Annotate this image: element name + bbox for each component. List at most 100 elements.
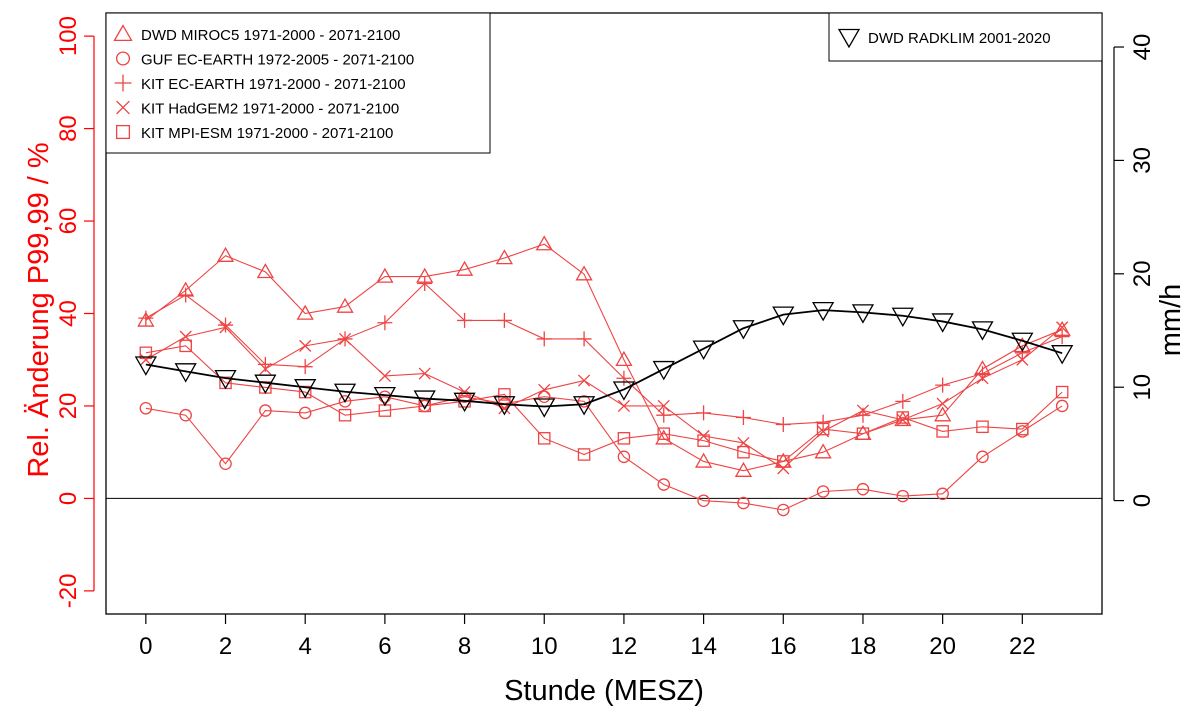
data-point [259,362,272,376]
right-tick-label: 10 [1129,374,1156,401]
data-point [657,427,671,440]
x-tick-label: 22 [1009,633,1036,660]
data-point [1054,329,1070,345]
data-point [294,379,317,399]
data-point [777,455,790,468]
left-tick-label: 60 [55,208,82,235]
data-point [338,395,352,408]
x-tick-label: 8 [458,633,471,660]
data-point [138,310,154,326]
data-point [896,489,910,503]
data-point [697,494,710,508]
data-point [179,339,192,353]
data-point [418,367,431,380]
x-tick-label: 14 [690,633,717,660]
x-tick-label: 20 [929,633,956,660]
data-point [934,406,952,422]
data-point [976,450,989,464]
data-point [533,398,556,418]
x-tick-label: 6 [378,633,391,660]
data-point [179,408,192,422]
data-point [219,321,232,334]
left-tick-label: 100 [55,16,82,56]
right-tick-label: 40 [1129,34,1156,61]
right-tick-label: 30 [1129,147,1156,174]
x-tick-label: 2 [219,633,232,660]
data-point [373,386,397,407]
data-point [178,287,194,303]
data-point [336,297,354,313]
data-point [378,390,392,403]
data-point [856,427,870,440]
data-point [735,410,751,426]
legend-label: KIT HadGEM2 1971-2000 - 2071-2100 [141,101,399,118]
series-line [145,396,1063,511]
data-point [417,275,433,291]
data-point [971,321,994,341]
series-3 [139,321,1069,475]
series-line [145,243,1063,472]
data-point [296,304,314,320]
data-point [612,381,636,401]
data-point [856,482,870,496]
data-point [537,390,551,403]
left-axis-title: Rel. Änderung P99,99 / % [23,142,55,477]
legend-label: KIT EC-EARTH 1971-2000 - 2071-2100 [141,76,406,93]
legend-left: DWD MIROC5 1971-2000 - 2071-2100 GUF EC-E… [105,12,491,154]
data-point [815,414,831,430]
series-5 [134,301,1074,418]
data-point [496,312,512,328]
data-point [617,450,631,464]
data-point [935,377,951,393]
data-point [816,485,830,498]
data-point [816,422,830,436]
data-point [299,339,312,352]
data-point [418,399,431,413]
legend-marker [114,74,132,92]
data-point [137,311,155,327]
data-point [851,304,875,324]
data-point [537,432,551,445]
data-point [936,397,949,410]
data-point [615,350,633,367]
data-point [297,359,313,375]
legend-left-box [105,12,491,154]
data-point [139,346,153,360]
data-point [931,313,954,333]
data-point [732,320,755,340]
data-point [413,390,436,410]
x-tick-label: 18 [850,633,877,660]
data-point [455,260,474,276]
legend-label: GUF EC-EARTH 1972-2005 - 2071-2100 [141,52,414,69]
data-point [1011,332,1034,353]
x-tick-label: 4 [299,633,312,660]
legend-right-box [828,12,1103,62]
left-tick-label: 40 [55,300,82,327]
data-point [376,267,394,283]
series-line [145,345,1063,463]
data-point [498,388,511,401]
left-tick-label: 80 [55,115,82,142]
data-point [139,401,153,415]
data-point [777,503,790,517]
data-point [656,407,672,423]
left-tick-label: 0 [55,492,82,505]
data-point [139,353,152,366]
data-point [616,370,632,386]
data-point [214,369,237,390]
x-tick-label: 0 [139,633,152,660]
data-point [577,374,591,387]
data-point [338,332,352,346]
data-point [338,408,352,422]
data-point [378,369,391,382]
data-point [218,317,234,333]
data-point [1016,353,1029,366]
legend-label: DWD MIROC5 1971-2000 - 2071-2100 [141,27,400,44]
data-point [775,416,791,432]
data-point [737,445,750,459]
data-point [652,360,675,381]
data-point [697,434,710,447]
legend-marker [115,51,131,66]
data-point [976,420,989,434]
data-point [696,405,712,421]
